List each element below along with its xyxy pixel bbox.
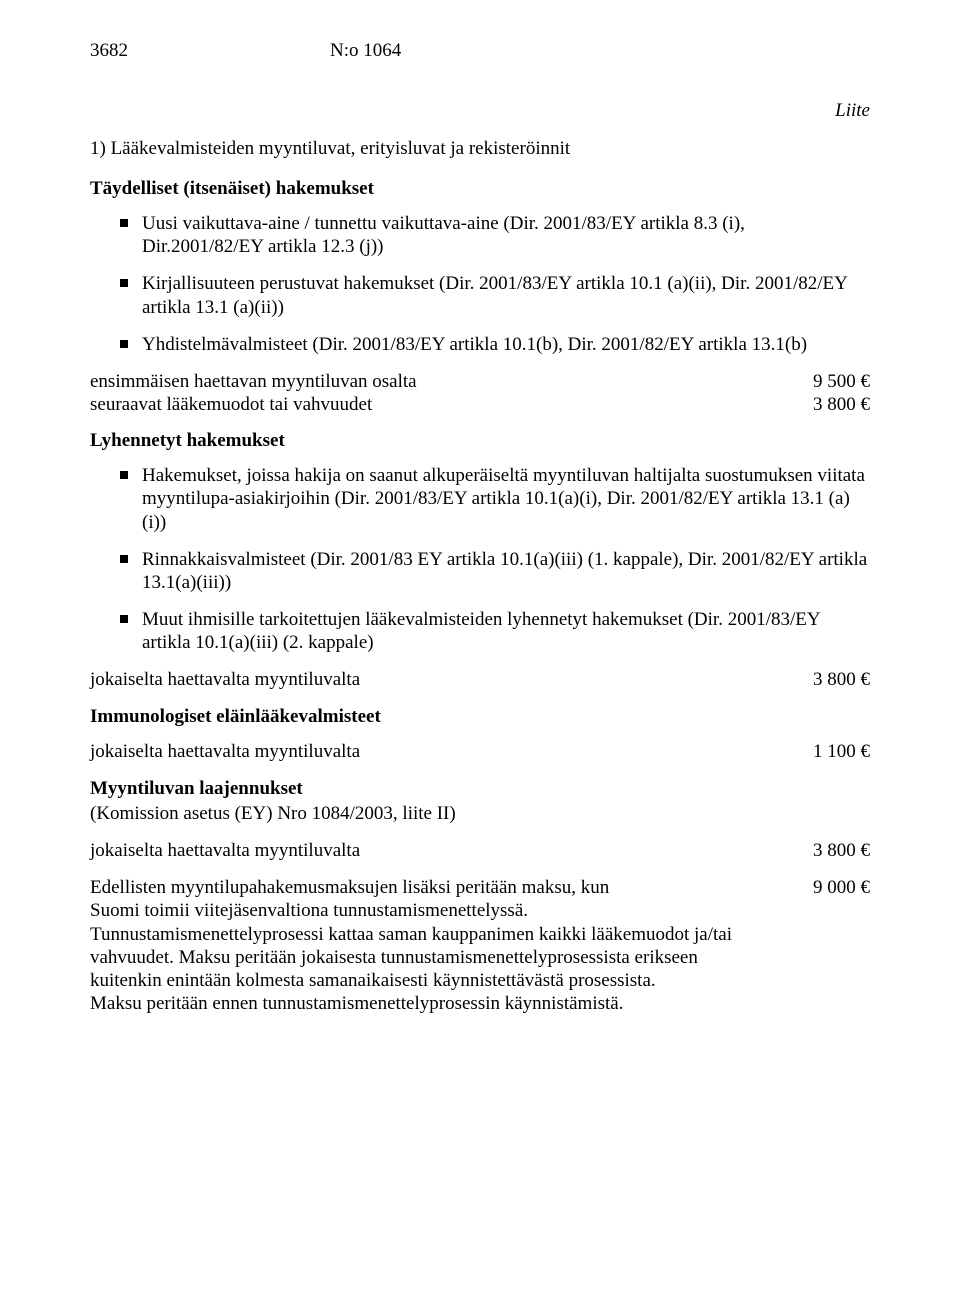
- lyh-heading: Lyhennetyt hakemukset: [90, 430, 870, 452]
- list-item: Hakemukset, joissa hakija on saanut alku…: [124, 464, 870, 534]
- fee-row: seuraavat lääkemuodot tai vahvuudet 3 80…: [90, 393, 870, 416]
- extra-last: Maksu peritään ennen tunnustamismenettel…: [90, 992, 750, 1015]
- extra-body: Suomi toimii viitejäsenvaltiona tunnusta…: [90, 899, 750, 992]
- fee-amount: 3 800 €: [750, 839, 870, 862]
- list-item: Muut ihmisille tarkoitettujen lääkevalmi…: [124, 608, 870, 654]
- full-apps-heading: Täydelliset (itsenäiset) hakemukset: [90, 178, 870, 200]
- fee-label: ensimmäisen haettavan myyntiluvan osalta: [90, 370, 750, 393]
- fee-label: jokaiselta haettavalta myyntiluvalta: [90, 668, 750, 691]
- ext-heading: Myyntiluvan laajennukset: [90, 777, 870, 800]
- section1-bullets: Uusi vaikuttava-aine / tunnettu vaikutta…: [90, 212, 870, 356]
- list-item: Kirjallisuuteen perustuvat hakemukset (D…: [124, 272, 870, 318]
- list-item: Rinnakkaisvalmisteet (Dir. 2001/83 EY ar…: [124, 548, 870, 594]
- page-number: 3682: [90, 40, 330, 62]
- extra-fee-block: Edellisten myyntilupahakemusmaksujen lis…: [90, 876, 870, 1015]
- fee-label: jokaiselta haettavalta myyntiluvalta: [90, 839, 750, 862]
- lyh-bullets: Hakemukset, joissa hakija on saanut alku…: [90, 464, 870, 654]
- section1-title: 1) Lääkevalmisteiden myyntiluvat, erityi…: [90, 138, 870, 160]
- fee-row: jokaiselta haettavalta myyntiluvalta 3 8…: [90, 839, 870, 862]
- fee-row: ensimmäisen haettavan myyntiluvan osalta…: [90, 370, 870, 393]
- fee-amount: 3 800 €: [750, 668, 870, 691]
- fee-label: seuraavat lääkemuodot tai vahvuudet: [90, 393, 750, 416]
- list-item: Uusi vaikuttava-aine / tunnettu vaikutta…: [124, 212, 870, 258]
- fee-amount: 9 500 €: [750, 370, 870, 393]
- fee-amount: 1 100 €: [750, 740, 870, 763]
- annex-label: Liite: [90, 100, 870, 122]
- fee-label: jokaiselta haettavalta myyntiluvalta: [90, 740, 750, 763]
- fee-row: jokaiselta haettavalta myyntiluvalta 1 1…: [90, 740, 870, 763]
- immuno-heading: Immunologiset eläinlääkevalmisteet: [90, 706, 870, 728]
- extra-intro: Edellisten myyntilupahakemusmaksujen lis…: [90, 876, 750, 899]
- page-header: 3682 N:o 1064: [90, 40, 870, 62]
- ext-subtext: (Komission asetus (EY) Nro 1084/2003, li…: [90, 802, 870, 825]
- list-item: Yhdistelmävalmisteet (Dir. 2001/83/EY ar…: [124, 333, 870, 356]
- extra-amount: 9 000 €: [750, 876, 870, 1015]
- fee-row: jokaiselta haettavalta myyntiluvalta 3 8…: [90, 668, 870, 691]
- fee-amount: 3 800 €: [750, 393, 870, 416]
- doc-number: N:o 1064: [330, 40, 530, 62]
